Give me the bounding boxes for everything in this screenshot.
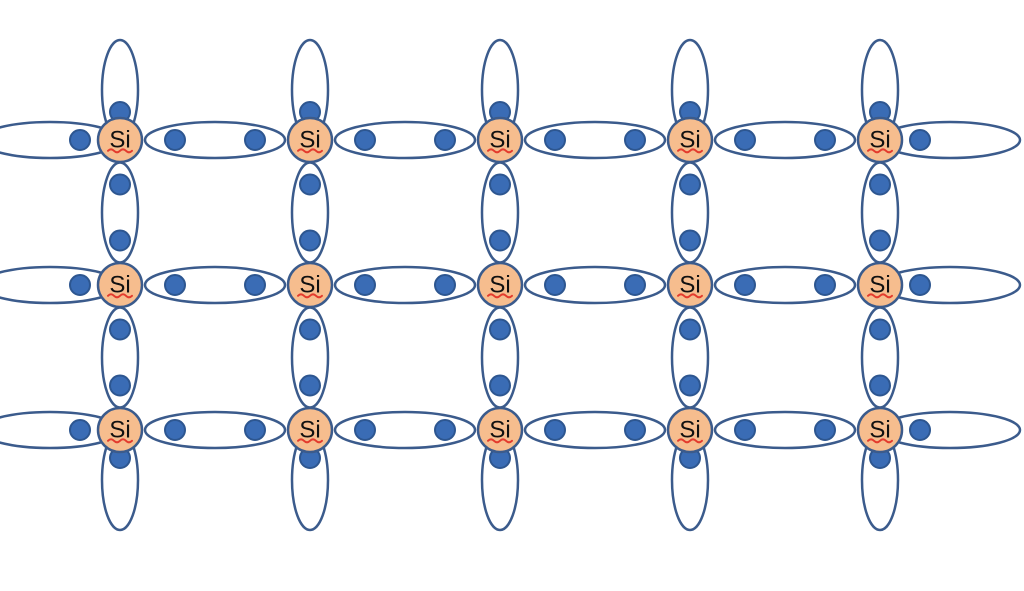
electron xyxy=(490,175,510,195)
electron xyxy=(300,376,320,396)
silicon-atom: Si xyxy=(668,263,712,307)
electron xyxy=(355,275,375,295)
electron xyxy=(110,175,130,195)
silicon-atom: Si xyxy=(668,408,712,452)
electron xyxy=(70,275,90,295)
electron xyxy=(110,320,130,340)
electron xyxy=(870,175,890,195)
electron xyxy=(545,130,565,150)
electron xyxy=(680,320,700,340)
electron xyxy=(165,130,185,150)
electron xyxy=(735,130,755,150)
electron xyxy=(355,130,375,150)
silicon-atom: Si xyxy=(858,263,902,307)
electron xyxy=(870,231,890,251)
electron xyxy=(680,376,700,396)
electron xyxy=(910,130,930,150)
silicon-atom: Si xyxy=(858,118,902,162)
electron xyxy=(815,420,835,440)
electron xyxy=(680,231,700,251)
silicon-atom: Si xyxy=(288,118,332,162)
electron xyxy=(735,420,755,440)
electron xyxy=(300,320,320,340)
electron xyxy=(435,275,455,295)
electron xyxy=(245,420,265,440)
electron xyxy=(625,420,645,440)
electron xyxy=(870,376,890,396)
electron xyxy=(545,275,565,295)
electron xyxy=(355,420,375,440)
silicon-atom: Si xyxy=(98,263,142,307)
silicon-atom: Si xyxy=(858,408,902,452)
electron xyxy=(625,130,645,150)
electron xyxy=(70,420,90,440)
electron xyxy=(300,231,320,251)
electron xyxy=(910,420,930,440)
electron xyxy=(435,130,455,150)
silicon-atom: Si xyxy=(478,408,522,452)
electron xyxy=(110,376,130,396)
electron xyxy=(680,175,700,195)
silicon-atom: Si xyxy=(478,263,522,307)
electron xyxy=(625,275,645,295)
electron xyxy=(815,130,835,150)
electron xyxy=(435,420,455,440)
silicon-atom: Si xyxy=(668,118,712,162)
electron xyxy=(245,130,265,150)
electron xyxy=(165,275,185,295)
electron xyxy=(815,275,835,295)
electron xyxy=(70,130,90,150)
electron xyxy=(870,320,890,340)
silicon-atom: Si xyxy=(98,118,142,162)
silicon-atom: Si xyxy=(288,408,332,452)
electron xyxy=(110,231,130,251)
electron xyxy=(245,275,265,295)
electron xyxy=(735,275,755,295)
silicon-atom: Si xyxy=(288,263,332,307)
electron xyxy=(490,320,510,340)
electron xyxy=(300,175,320,195)
electron xyxy=(490,376,510,396)
electron xyxy=(910,275,930,295)
silicon-atom: Si xyxy=(98,408,142,452)
electron xyxy=(165,420,185,440)
electron xyxy=(490,231,510,251)
silicon-atom: Si xyxy=(478,118,522,162)
electron xyxy=(545,420,565,440)
